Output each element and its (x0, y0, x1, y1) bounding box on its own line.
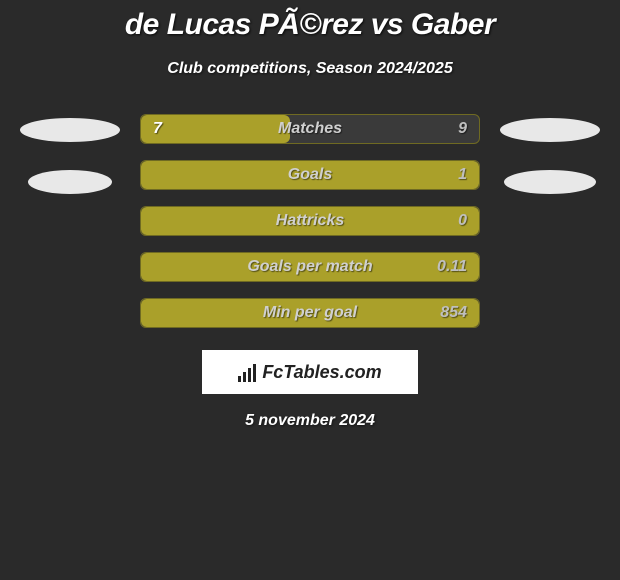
stats-bars: 7 Matches 9 Goals 1 Hattricks 0 Goals per match… (140, 114, 480, 328)
page-subtitle: Club competitions, Season 2024/2025 (0, 60, 620, 78)
page-title: de Lucas PÃ©rez vs Gaber (0, 8, 620, 42)
stat-bar: Goals per match 0.11 (140, 252, 480, 282)
stat-bar-fill (141, 115, 290, 143)
logo-text: FcTables.com (262, 362, 381, 383)
stat-left-value: 7 (153, 120, 162, 138)
right-avatar-col (500, 114, 600, 194)
stat-bar: 7 Matches 9 (140, 114, 480, 144)
date-label: 5 november 2024 (0, 412, 620, 430)
avatar-placeholder (500, 118, 600, 142)
stat-right-value: 854 (440, 304, 467, 322)
stat-bar: Hattricks 0 (140, 206, 480, 236)
stat-label: Min per goal (263, 304, 357, 322)
left-avatar-col (20, 114, 120, 194)
stat-right-value: 1 (458, 166, 467, 184)
stat-right-value: 0.11 (437, 258, 467, 276)
avatar-placeholder (504, 170, 596, 194)
stat-bar: Min per goal 854 (140, 298, 480, 328)
stat-label: Hattricks (276, 212, 344, 230)
stat-label: Goals per match (247, 258, 372, 276)
barchart-icon (238, 362, 256, 382)
stat-label: Matches (278, 120, 342, 138)
stat-bar: Goals 1 (140, 160, 480, 190)
logo-box: FcTables.com (202, 350, 418, 394)
stat-label: Goals (288, 166, 332, 184)
stat-right-value: 0 (458, 212, 467, 230)
avatar-placeholder (20, 118, 120, 142)
avatar-placeholder (28, 170, 112, 194)
stat-right-value: 9 (458, 120, 467, 138)
